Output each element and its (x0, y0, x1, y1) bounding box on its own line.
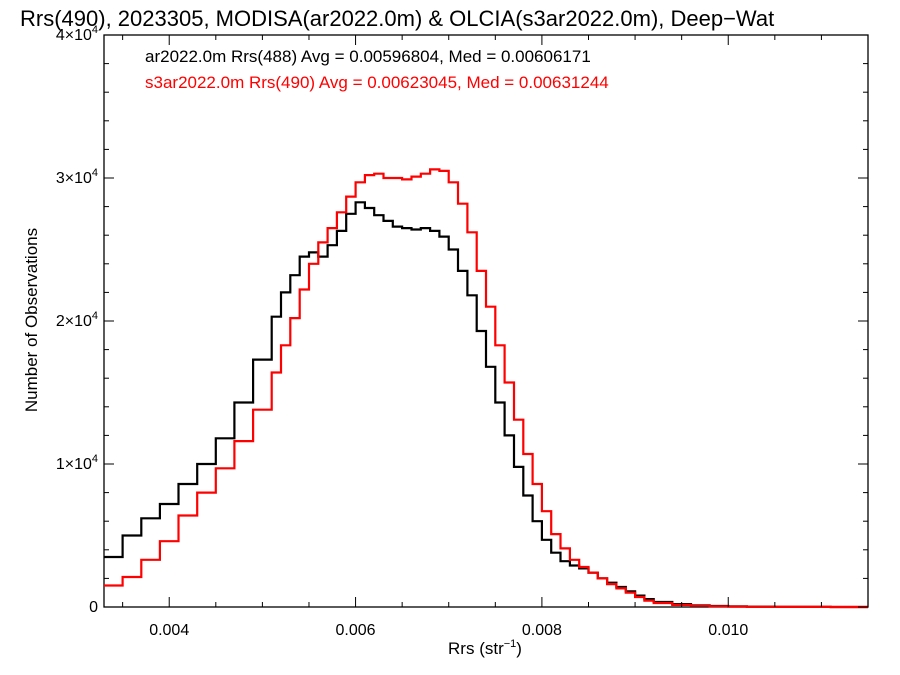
y-tick-label: 2×104 (56, 310, 98, 330)
x-tick-label: 0.010 (708, 622, 748, 639)
x-axis-label: Rrs (str−1) (448, 638, 522, 658)
y-axis-label: Number of Observations (22, 228, 41, 412)
y-tick-label: 0 (89, 599, 98, 616)
x-axis-label-tail: ) (516, 639, 522, 658)
x-axis: 0.004 0.006 0.008 0.010 (122, 35, 869, 639)
x-axis-label-exponent: −1 (504, 638, 517, 650)
x-tick-label: 0.004 (149, 622, 189, 639)
y-tick-label: 3×104 (56, 167, 98, 187)
x-tick-label: 0.006 (336, 622, 376, 639)
x-tick-label: 0.008 (522, 622, 562, 639)
series-layer (104, 168, 868, 609)
y-tick-label: 4×104 (56, 24, 98, 44)
y-axis: 0 1×104 2×104 3×104 4×104 (56, 24, 868, 616)
legend-entry-1: ar2022.0m Rrs(488) Avg = 0.00596804, Med… (145, 47, 591, 66)
series-2-line (104, 168, 868, 609)
y-tick-label: 1×104 (56, 453, 98, 473)
series-1-line (104, 201, 868, 609)
legend-entry-2: s3ar2022.0m Rrs(490) Avg = 0.00623045, M… (145, 73, 609, 92)
plot-frame (103, 34, 869, 608)
chart-title: Rrs(490), 2023305, MODISA(ar2022.0m) & O… (20, 6, 774, 31)
legend: ar2022.0m Rrs(488) Avg = 0.00596804, Med… (145, 47, 609, 92)
